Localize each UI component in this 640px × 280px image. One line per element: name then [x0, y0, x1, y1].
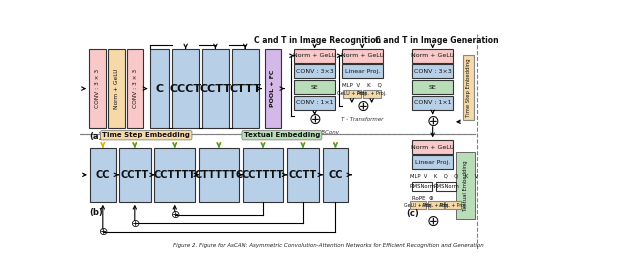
Text: (c): (c) — [406, 209, 419, 218]
Text: GeLU + Proj.: GeLU + Proj. — [404, 203, 433, 208]
FancyBboxPatch shape — [412, 64, 453, 78]
Text: Time Step Embedding: Time Step Embedding — [102, 132, 190, 138]
FancyBboxPatch shape — [323, 148, 348, 202]
FancyBboxPatch shape — [412, 80, 453, 94]
Text: Norm + GeLU: Norm + GeLU — [114, 68, 118, 109]
FancyBboxPatch shape — [127, 49, 143, 129]
Text: SE: SE — [311, 85, 319, 90]
Text: Norm + GeLU: Norm + GeLU — [293, 53, 336, 58]
Text: Figure 2. Figure for AsCAN: Asymmetric Convolution-Attention Networks for Effici: Figure 2. Figure for AsCAN: Asymmetric C… — [173, 243, 483, 248]
Text: RoPE  ⊕: RoPE ⊕ — [412, 196, 434, 201]
Text: RMSNorm: RMSNorm — [410, 184, 435, 189]
Text: Textual Embedding: Textual Embedding — [244, 132, 320, 138]
Text: (a): (a) — [89, 132, 102, 141]
Text: $\oplus$: $\oplus$ — [130, 218, 140, 229]
Text: CCTTTT: CCTTTT — [154, 170, 196, 180]
Text: Textual Embedding: Textual Embedding — [463, 160, 468, 211]
FancyBboxPatch shape — [412, 96, 453, 110]
Text: C: C — [156, 83, 164, 94]
Text: Linear Proj.: Linear Proj. — [415, 160, 451, 165]
Text: CC: CC — [95, 170, 110, 180]
FancyBboxPatch shape — [342, 49, 383, 63]
Text: RMSNorm: RMSNorm — [433, 184, 459, 189]
FancyBboxPatch shape — [412, 140, 453, 154]
FancyBboxPatch shape — [154, 148, 195, 202]
FancyBboxPatch shape — [363, 90, 381, 98]
Text: CTTT: CTTT — [229, 83, 261, 94]
Text: Norm + GeLU: Norm + GeLU — [411, 145, 454, 150]
Text: CONV : 1×1: CONV : 1×1 — [414, 101, 451, 105]
FancyBboxPatch shape — [428, 201, 444, 209]
Text: CCTT: CCTT — [121, 170, 149, 180]
Text: Norm + GeLU: Norm + GeLU — [411, 53, 454, 58]
Text: CCTT: CCTT — [200, 83, 232, 94]
FancyBboxPatch shape — [410, 201, 426, 209]
Text: GeLU + Proj.: GeLU + Proj. — [337, 91, 367, 96]
FancyBboxPatch shape — [150, 49, 169, 129]
FancyBboxPatch shape — [412, 182, 432, 191]
FancyBboxPatch shape — [243, 148, 284, 202]
FancyBboxPatch shape — [287, 148, 319, 202]
FancyBboxPatch shape — [108, 49, 125, 129]
Text: $\oplus$: $\oplus$ — [426, 214, 439, 229]
Text: CONV : 3 × 3: CONV : 3 × 3 — [132, 69, 138, 108]
FancyBboxPatch shape — [412, 155, 453, 169]
Text: $\oplus$: $\oplus$ — [426, 114, 439, 129]
FancyBboxPatch shape — [436, 182, 456, 191]
FancyBboxPatch shape — [445, 201, 461, 209]
FancyBboxPatch shape — [294, 80, 335, 94]
Text: (b): (b) — [89, 208, 102, 217]
Text: POOL + FC: POOL + FC — [271, 70, 275, 107]
FancyBboxPatch shape — [118, 148, 151, 202]
FancyBboxPatch shape — [232, 49, 259, 129]
Text: CTTTTTC: CTTTTTC — [195, 170, 243, 180]
Text: CC: CC — [328, 170, 342, 180]
Text: Attn. + Proj.: Attn. + Proj. — [422, 203, 449, 208]
Text: Norm + GeLU: Norm + GeLU — [340, 53, 384, 58]
Text: CONV : 3×3: CONV : 3×3 — [296, 69, 333, 74]
FancyBboxPatch shape — [294, 49, 335, 63]
Text: MLP  V    K    Q    Q    K    V: MLP V K Q Q K V — [410, 174, 478, 179]
Text: Attn. + Proj.: Attn. + Proj. — [357, 91, 387, 96]
Text: C - FusedMBConv: C - FusedMBConv — [291, 130, 339, 136]
FancyBboxPatch shape — [90, 148, 116, 202]
Text: $\oplus$: $\oplus$ — [308, 112, 321, 127]
FancyBboxPatch shape — [342, 64, 383, 78]
Text: CONV : 1×1: CONV : 1×1 — [296, 101, 333, 105]
FancyBboxPatch shape — [456, 152, 475, 219]
Text: MLP  V    K    Q: MLP V K Q — [342, 82, 382, 87]
Text: C and T in Image Recognition: C and T in Image Recognition — [254, 36, 381, 45]
FancyBboxPatch shape — [198, 148, 239, 202]
FancyBboxPatch shape — [264, 49, 282, 129]
FancyBboxPatch shape — [463, 55, 474, 120]
FancyBboxPatch shape — [172, 49, 199, 129]
Text: $\oplus$: $\oplus$ — [98, 227, 108, 237]
Text: CCCT: CCCT — [170, 83, 202, 94]
Text: CONV : 3 × 3: CONV : 3 × 3 — [95, 69, 100, 108]
Text: CCTTTT: CCTTTT — [242, 170, 284, 180]
Text: $\oplus$: $\oplus$ — [170, 209, 180, 220]
FancyBboxPatch shape — [294, 64, 335, 78]
Text: Time Step Embedding: Time Step Embedding — [466, 58, 471, 117]
FancyBboxPatch shape — [202, 49, 229, 129]
Text: CCTT: CCTT — [289, 170, 317, 180]
Text: CONV : 3×3: CONV : 3×3 — [414, 69, 452, 74]
FancyBboxPatch shape — [89, 49, 106, 129]
Text: C and T in Image Generation: C and T in Image Generation — [375, 36, 499, 45]
Text: SE: SE — [429, 85, 436, 90]
FancyBboxPatch shape — [294, 96, 335, 110]
FancyBboxPatch shape — [412, 49, 453, 63]
Text: Linear Proj.: Linear Proj. — [344, 69, 380, 74]
FancyBboxPatch shape — [343, 90, 361, 98]
Text: T - Transformer: T - Transformer — [341, 117, 383, 122]
Text: $\oplus$: $\oplus$ — [356, 99, 369, 114]
Text: Attn. + Proj.: Attn. + Proj. — [439, 203, 467, 208]
